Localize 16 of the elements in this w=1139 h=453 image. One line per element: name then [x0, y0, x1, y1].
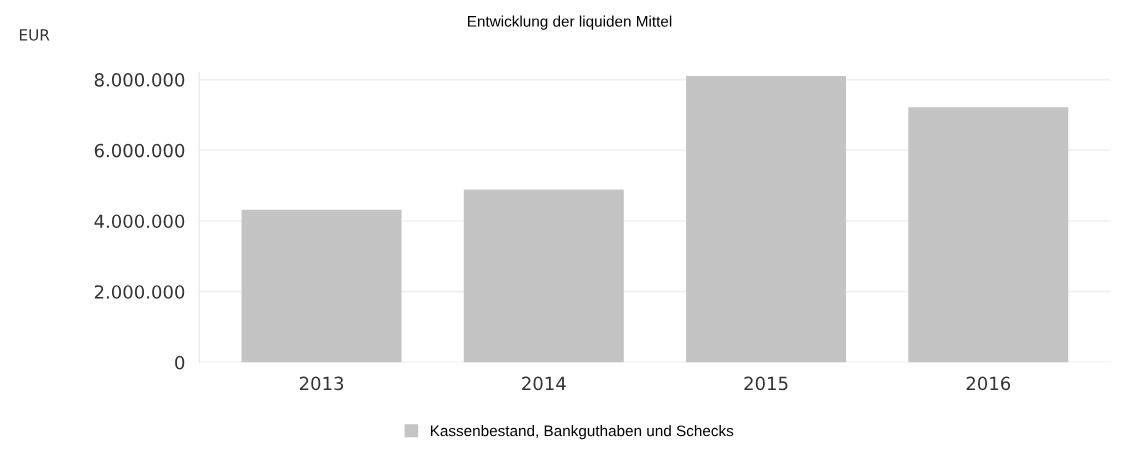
x-tick-label: 2016 [966, 376, 1011, 391]
y-tick-label: 8.000.000 [94, 73, 185, 87]
bar [463, 189, 624, 363]
y-tick-label: 2.000.000 [94, 285, 185, 299]
y-axis-title: EUR [19, 29, 50, 41]
x-tick-label: 2013 [299, 376, 344, 391]
y-tick-label: 6.000.000 [94, 143, 185, 158]
y-tick-label: 4.000.000 [94, 214, 185, 229]
bar [686, 76, 847, 363]
y-tick-label: 0 [175, 355, 185, 370]
x-tick-label: 2014 [522, 376, 566, 391]
legend-label: Kassenbestand, Bankguthaben und Schecks [430, 425, 734, 440]
bar [241, 209, 402, 363]
chart-title: Entwicklung der liquiden Mittel [468, 15, 672, 30]
x-tick-label: 2015 [744, 376, 788, 391]
bar [908, 107, 1069, 363]
